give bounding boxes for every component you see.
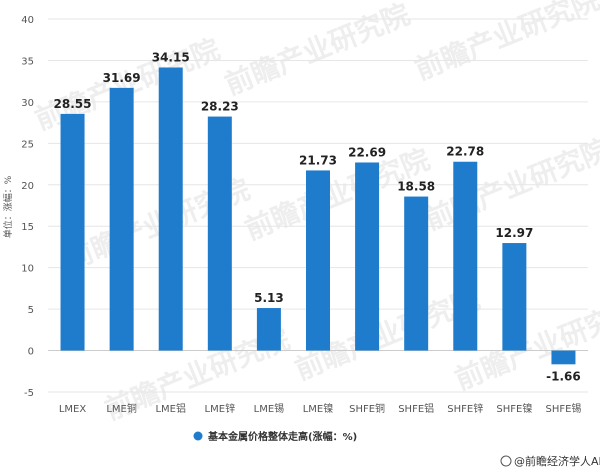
data-label: 5.13 (254, 291, 284, 305)
bar (158, 67, 183, 351)
y-tick-label: 15 (21, 222, 34, 233)
data-label: 22.78 (446, 145, 484, 159)
data-label: 22.69 (348, 145, 386, 159)
y-tick-label: 20 (21, 181, 34, 192)
data-labels: 28.55 31.69 34.15 28.23 5.13 21.73 22.69 18.58 2… (54, 50, 581, 383)
bar (453, 161, 478, 351)
source-credit: @前瞻经济学人APP (500, 454, 600, 468)
y-tick-label: 30 (21, 98, 34, 109)
x-tick-label: SHFE镍 (496, 402, 532, 415)
x-tick-label: LME锌 (205, 402, 236, 415)
source-label: @前瞻经济学人APP (514, 454, 600, 468)
y-tick-label: 35 (21, 56, 34, 67)
bar (207, 116, 232, 351)
watermark-text: 前瞻产业研究院 (410, 0, 600, 86)
y-axis-ticks: -5 0 5 10 15 20 25 30 35 40 (21, 15, 34, 399)
x-tick-label: LME铝 (155, 403, 186, 415)
y-tick-label: -5 (24, 388, 34, 399)
x-tick-label: SHFE锡 (545, 402, 581, 415)
y-tick-label: 40 (21, 15, 34, 26)
x-tick-label: LME镍 (303, 402, 334, 415)
x-tick-label: SHFE锌 (447, 402, 483, 415)
bar (502, 243, 527, 351)
data-label: 28.55 (54, 97, 92, 111)
source-logo-icon (500, 455, 512, 467)
x-tick-label: LME铜 (106, 403, 137, 415)
x-tick-label: LMEX (59, 404, 87, 415)
legend-marker (193, 431, 203, 441)
bar (355, 162, 380, 351)
y-tick-label: 25 (21, 139, 34, 150)
data-label: 18.58 (397, 180, 435, 194)
y-tick-label: 5 (28, 305, 34, 316)
bar (306, 170, 330, 351)
legend: 基本金属价格整体走高(涨幅：%) (193, 430, 357, 443)
data-label: 28.23 (201, 100, 239, 114)
bar (60, 113, 85, 351)
x-axis-ticks: LMEX LME铜 LME铝 LME锌 LME锡 LME镍 SHFE铜 SHFE铝 SHFE锌 S… (59, 402, 582, 415)
watermark-text: 前瞻产业研究院 (220, 0, 414, 101)
bar (256, 308, 281, 351)
bar (109, 87, 134, 351)
data-label: -1.66 (546, 369, 581, 383)
bar-series (60, 67, 576, 365)
legend-label: 基本金属价格整体走高(涨幅：%) (207, 430, 357, 443)
data-label: 12.97 (495, 226, 533, 240)
bar (551, 350, 576, 365)
x-tick-label: LME锡 (254, 402, 285, 415)
x-tick-label: SHFE铜 (349, 403, 385, 415)
data-label: 21.73 (299, 153, 337, 167)
bar (404, 196, 429, 351)
y-tick-label: 10 (21, 264, 34, 275)
x-tick-label: SHFE铝 (398, 403, 434, 415)
y-tick-label: 0 (28, 347, 34, 358)
data-label: 31.69 (103, 71, 141, 85)
y-axis-label: 单位：涨幅：% (2, 175, 14, 238)
data-label: 34.15 (152, 50, 190, 64)
